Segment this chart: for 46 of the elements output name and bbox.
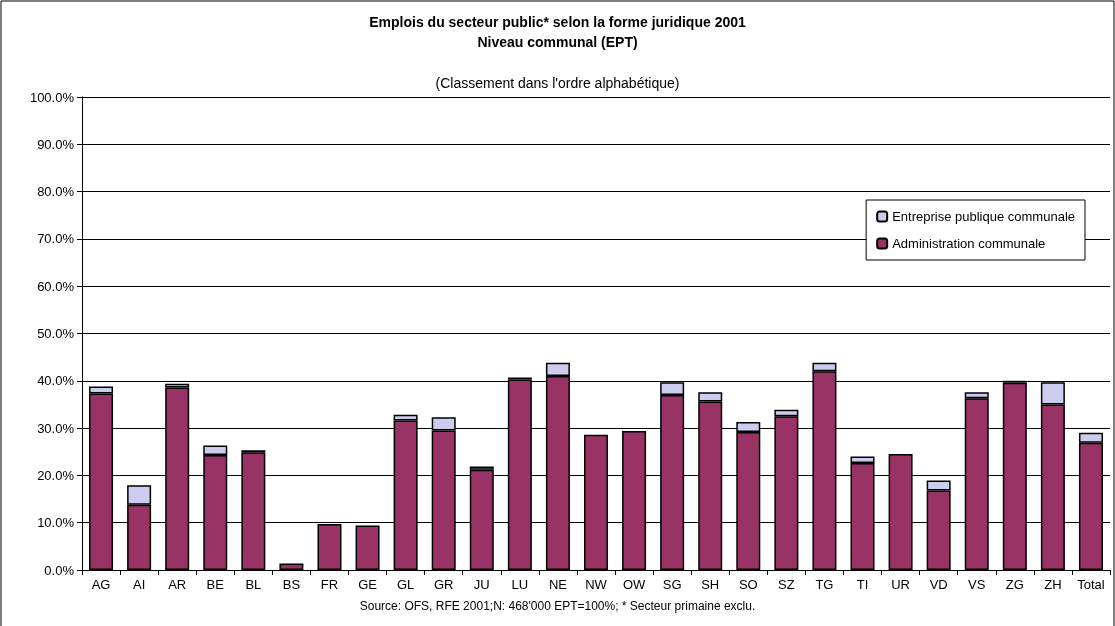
- x-tick-label: NE: [548, 577, 568, 592]
- x-tick-label: AG: [91, 577, 111, 592]
- bar: [279, 563, 304, 570]
- x-tick-label: GE: [358, 577, 378, 592]
- x-tick-label: GR: [433, 577, 454, 592]
- x-tick-label: OW: [622, 577, 646, 592]
- y-tick-label: 40.0%: [37, 373, 75, 389]
- x-tick-label: SG: [662, 577, 682, 592]
- y-tick-label: 10.0%: [37, 515, 75, 531]
- x-tick-label: BE: [206, 577, 225, 592]
- x-tick-label: VS: [968, 577, 986, 592]
- x-tick-label: FR: [320, 577, 339, 592]
- y-tick-label: 80.0%: [37, 184, 75, 200]
- legend-label: Entreprise publique communale: [892, 209, 1075, 224]
- source-note: Source: OFS, RFE 2001;N: 468'000 EPT=100%; * Secteur primaine exclu.: [359, 599, 756, 613]
- x-tick-label: LU: [511, 577, 529, 592]
- x-tick-label: GL: [396, 577, 415, 592]
- x-tick-label: VD: [929, 577, 948, 592]
- x-tick-label: SZ: [778, 577, 795, 592]
- x-tick-label: BL: [245, 577, 262, 592]
- x-tick-label: ZG: [1005, 577, 1024, 592]
- x-tick-label: AI: [132, 577, 146, 592]
- y-tick-label: 0.0%: [44, 562, 75, 578]
- x-tick-label: UR: [891, 577, 910, 592]
- x-tick-label: JU: [473, 577, 490, 592]
- x-tick-label: SO: [738, 577, 758, 592]
- x-tick-label: AR: [168, 577, 187, 592]
- y-tick-label: 50.0%: [37, 326, 75, 341]
- x-tick-label: NW: [585, 577, 608, 592]
- x-tick-label: Total: [1077, 577, 1105, 592]
- text: (Classement dans l'ordre alphabétique): [435, 75, 680, 91]
- x-tick-label: BS: [282, 577, 301, 592]
- x-tick-label: TI: [856, 577, 869, 592]
- y-tick-label: 100.0%: [29, 89, 75, 105]
- x-tick-label: ZH: [1044, 577, 1062, 592]
- y-tick-label: 20.0%: [37, 467, 75, 483]
- x-tick-label: TG: [815, 577, 834, 592]
- chart-title: Emplois du secteur public* selon la forme juridique 2001: [369, 14, 746, 30]
- y-tick-label: 30.0%: [37, 420, 75, 436]
- bar: [355, 525, 380, 570]
- x-tick-label: SH: [701, 577, 720, 592]
- chart-subtitle: Niveau communal (EPT): [477, 34, 638, 50]
- y-tick-label: 90.0%: [37, 136, 75, 152]
- y-tick-label: 70.0%: [37, 231, 75, 247]
- legend-label: Administration communale: [892, 236, 1046, 251]
- y-tick-label: 60.0%: [37, 278, 75, 294]
